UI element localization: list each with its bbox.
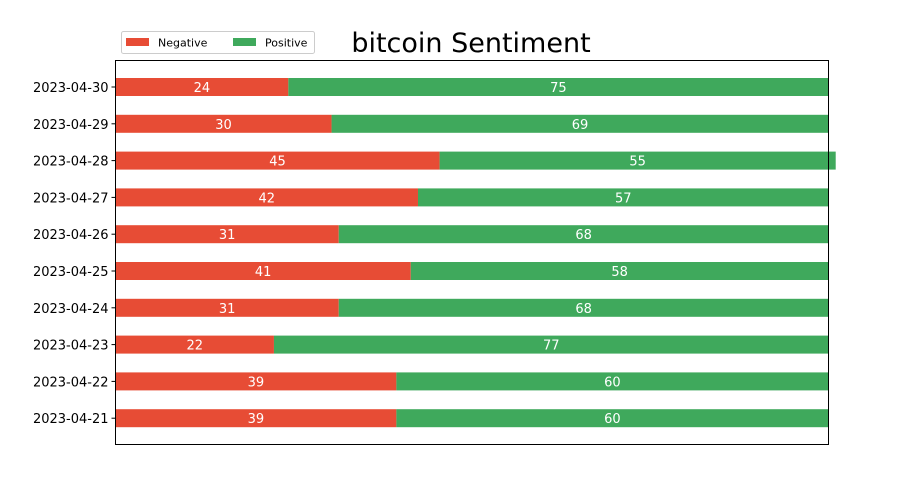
data-label-positive-2023-04-25: 58 bbox=[611, 265, 628, 280]
y-tick-label: 2023-04-21 bbox=[33, 412, 109, 427]
bar-negative-2023-04-29 bbox=[115, 114, 332, 133]
legend-label-positive: Positive bbox=[265, 37, 308, 50]
data-label-positive-2023-04-29: 69 bbox=[572, 118, 589, 133]
data-label-positive-2023-04-27: 57 bbox=[615, 191, 632, 206]
bar-positive-2023-04-25 bbox=[410, 262, 829, 280]
legend: Negative Positive bbox=[121, 31, 315, 54]
bar-positive-2023-04-23 bbox=[273, 335, 829, 354]
data-label-negative-2023-04-27: 42 bbox=[258, 191, 275, 206]
data-label-negative-2023-04-24: 31 bbox=[219, 302, 236, 317]
bar-negative-2023-04-30 bbox=[115, 78, 289, 96]
y-tick-label: 2023-04-23 bbox=[33, 339, 109, 354]
y-tick-label: 2023-04-30 bbox=[33, 81, 109, 96]
chart-title: bitcoin Sentiment bbox=[351, 28, 590, 59]
y-axis: 2023-04-30 2023-04-29 2023-04-28 2023-04-27… bbox=[33, 81, 116, 427]
data-label-positive-2023-04-23: 77 bbox=[543, 339, 560, 354]
bar-positive-2023-04-27 bbox=[417, 188, 829, 207]
bar-negative-2023-04-24 bbox=[115, 298, 339, 317]
y-tick-label: 2023-04-27 bbox=[33, 191, 109, 206]
y-tick-label: 2023-04-25 bbox=[33, 265, 109, 280]
data-label-positive-2023-04-28: 55 bbox=[629, 155, 646, 170]
data-label-positive-2023-04-30: 75 bbox=[550, 81, 567, 96]
bar-negative-2023-04-21 bbox=[115, 409, 397, 428]
y-tick-label: 2023-04-22 bbox=[33, 375, 109, 390]
data-label-negative-2023-04-30: 24 bbox=[194, 81, 211, 96]
data-label-negative-2023-04-22: 39 bbox=[248, 375, 265, 390]
data-label-negative-2023-04-23: 22 bbox=[186, 339, 203, 354]
bar-negative-2023-04-27 bbox=[115, 188, 418, 207]
y-tick-label: 2023-04-29 bbox=[33, 118, 109, 133]
y-tick-label: 2023-04-26 bbox=[33, 228, 109, 243]
bar-positive-2023-04-22 bbox=[396, 372, 829, 391]
legend-label-negative: Negative bbox=[158, 37, 208, 50]
plot-frame bbox=[115, 60, 829, 445]
data-label-negative-2023-04-21: 39 bbox=[248, 412, 265, 427]
legend-swatch-negative bbox=[126, 38, 149, 46]
data-label-positive-2023-04-26: 68 bbox=[575, 228, 592, 243]
bar-positive-2023-04-21 bbox=[396, 409, 829, 428]
bar-positive-2023-04-28 bbox=[439, 151, 836, 170]
data-label-negative-2023-04-29: 30 bbox=[215, 118, 232, 133]
data-label-positive-2023-04-21: 60 bbox=[604, 412, 621, 427]
bar-positive-2023-04-26 bbox=[338, 225, 829, 244]
bar-negative-2023-04-26 bbox=[115, 225, 339, 244]
data-label-negative-2023-04-26: 31 bbox=[219, 228, 236, 243]
legend-box bbox=[121, 31, 315, 54]
bar-positive-2023-04-24 bbox=[338, 298, 829, 317]
y-tick-label: 2023-04-24 bbox=[33, 302, 109, 317]
data-label-positive-2023-04-22: 60 bbox=[604, 375, 621, 390]
data-label-negative-2023-04-25: 41 bbox=[255, 265, 272, 280]
y-tick-label: 2023-04-28 bbox=[33, 155, 109, 170]
bar-positive-2023-04-30 bbox=[288, 78, 829, 96]
data-label-negative-2023-04-28: 45 bbox=[269, 155, 286, 170]
bars-group: 24 75 30 69 45 55 42 57 31 68 41 58 31 68 22 77 39 60 39 60 bbox=[115, 78, 836, 428]
bar-negative-2023-04-22 bbox=[115, 372, 397, 391]
bar-negative-2023-04-23 bbox=[115, 335, 274, 354]
legend-swatch-positive bbox=[233, 38, 256, 46]
bar-positive-2023-04-29 bbox=[331, 114, 829, 133]
bar-negative-2023-04-25 bbox=[115, 262, 411, 280]
bar-negative-2023-04-28 bbox=[115, 151, 440, 170]
data-label-positive-2023-04-24: 68 bbox=[575, 302, 592, 317]
